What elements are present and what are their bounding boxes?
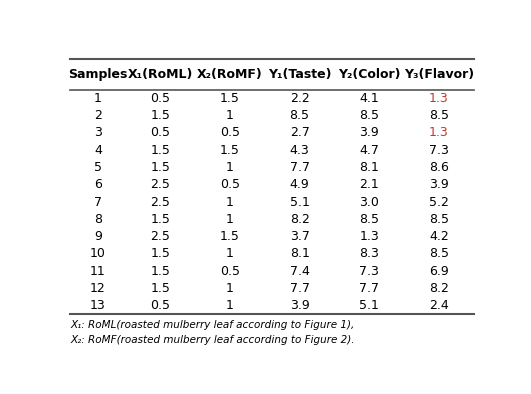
Text: 1: 1 [226,247,234,260]
Text: 2: 2 [94,109,102,122]
Text: 12: 12 [90,282,106,295]
Text: 8.1: 8.1 [289,247,310,260]
Text: 1.3: 1.3 [429,92,449,105]
Text: 0.5: 0.5 [220,126,240,139]
Text: 1.5: 1.5 [220,92,240,105]
Text: 8.5: 8.5 [429,247,449,260]
Text: 8: 8 [94,213,102,226]
Text: 13: 13 [90,299,106,312]
Text: 10: 10 [90,247,106,260]
Text: 7: 7 [94,195,102,208]
Text: 5.2: 5.2 [429,195,449,208]
Text: 7.3: 7.3 [429,144,449,157]
Text: 4: 4 [94,144,102,157]
Text: 5: 5 [94,161,102,174]
Text: 7.4: 7.4 [289,265,310,278]
Text: 2.5: 2.5 [150,195,170,208]
Text: 0.5: 0.5 [150,299,170,312]
Text: 8.5: 8.5 [359,109,379,122]
Text: 3.7: 3.7 [289,230,310,243]
Text: 7.7: 7.7 [289,161,310,174]
Text: 1: 1 [226,161,234,174]
Text: 4.2: 4.2 [429,230,449,243]
Text: Y₃(Flavor): Y₃(Flavor) [404,68,474,81]
Text: 8.5: 8.5 [429,109,449,122]
Text: 0.5: 0.5 [220,265,240,278]
Text: 1: 1 [226,282,234,295]
Text: X₁(RoML): X₁(RoML) [127,68,193,81]
Text: 3: 3 [94,126,102,139]
Text: 1.5: 1.5 [150,282,170,295]
Text: 0.5: 0.5 [150,126,170,139]
Text: 4.3: 4.3 [290,144,310,157]
Text: Samples: Samples [68,68,127,81]
Text: 1.5: 1.5 [220,144,240,157]
Text: Y₁(Taste): Y₁(Taste) [268,68,331,81]
Text: 3.0: 3.0 [359,195,379,208]
Text: 8.1: 8.1 [359,161,379,174]
Text: 2.1: 2.1 [359,178,379,191]
Text: 6.9: 6.9 [429,265,449,278]
Text: 1: 1 [226,299,234,312]
Text: 5.1: 5.1 [359,299,379,312]
Text: 1.3: 1.3 [359,230,379,243]
Text: 8.2: 8.2 [429,282,449,295]
Text: 0.5: 0.5 [150,92,170,105]
Text: 1.3: 1.3 [429,126,449,139]
Text: 8.5: 8.5 [429,213,449,226]
Text: X₂: RoMF(roasted mulberry leaf according to Figure 2).: X₂: RoMF(roasted mulberry leaf according… [71,336,355,346]
Text: 3.9: 3.9 [290,299,310,312]
Text: 1.5: 1.5 [150,144,170,157]
Text: 1.5: 1.5 [150,265,170,278]
Text: 8.2: 8.2 [289,213,310,226]
Text: 1.5: 1.5 [220,230,240,243]
Text: 7.7: 7.7 [359,282,379,295]
Text: 1: 1 [226,195,234,208]
Text: 3.9: 3.9 [429,178,449,191]
Text: 3.9: 3.9 [359,126,379,139]
Text: 7.7: 7.7 [289,282,310,295]
Text: 0.5: 0.5 [220,178,240,191]
Text: 2.2: 2.2 [290,92,310,105]
Text: 1: 1 [226,109,234,122]
Text: 1.5: 1.5 [150,247,170,260]
Text: 1.5: 1.5 [150,213,170,226]
Text: X₁: RoML(roasted mulberry leaf according to Figure 1),: X₁: RoML(roasted mulberry leaf according… [71,320,355,330]
Text: 4.7: 4.7 [359,144,379,157]
Text: Y₂(Color): Y₂(Color) [338,68,400,81]
Text: 11: 11 [90,265,106,278]
Text: 8.5: 8.5 [359,213,379,226]
Text: 8.5: 8.5 [289,109,310,122]
Text: 1.5: 1.5 [150,161,170,174]
Text: 9: 9 [94,230,102,243]
Text: 8.3: 8.3 [359,247,379,260]
Text: 2.5: 2.5 [150,178,170,191]
Text: 7.3: 7.3 [359,265,379,278]
Text: 1: 1 [226,213,234,226]
Text: 4.1: 4.1 [359,92,379,105]
Text: 4.9: 4.9 [290,178,310,191]
Text: 8.6: 8.6 [429,161,449,174]
Text: 6: 6 [94,178,102,191]
Text: 2.7: 2.7 [289,126,310,139]
Text: 2.5: 2.5 [150,230,170,243]
Text: 5.1: 5.1 [289,195,310,208]
Text: 2.4: 2.4 [429,299,449,312]
Text: 1: 1 [94,92,102,105]
Text: X₂(RoMF): X₂(RoMF) [197,68,263,81]
Text: 1.5: 1.5 [150,109,170,122]
